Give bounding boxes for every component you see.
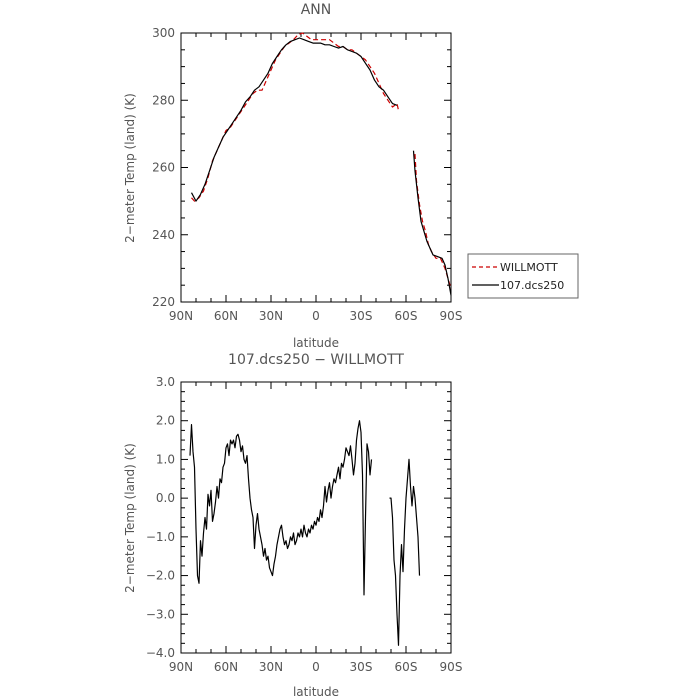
bottom-chart-y-axis-label: 2−meter Temp (land) (K) — [123, 443, 137, 593]
top-chart-y-tick-label: 260 — [152, 161, 175, 175]
top-chart-x-tick-label: 30S — [350, 309, 373, 323]
top-chart-x-axis-label: latitude — [293, 336, 339, 350]
legend-label-107-dcs250: 107.dcs250 — [500, 279, 564, 292]
top-chart-series-willmott — [191, 32, 400, 202]
bottom-chart: 107.dcs250 − WILLMOTT 2−meter Temp (land… — [123, 352, 462, 699]
bottom-plot-area: 90N 60N 30N 0 30S 60S 90S −4.0 −3.0 −2.0 −1.0 0.0 1.… — [146, 375, 463, 674]
bottom-chart-y-tick-label: −1.0 — [146, 530, 175, 544]
top-chart-series-107-dcs250 — [190, 37, 398, 202]
bottom-chart-x-axis-label: latitude — [293, 685, 339, 699]
top-chart-frame — [180, 32, 452, 303]
top-chart-x-tick-label: 90S — [440, 309, 463, 323]
bottom-chart-x-tick-label: 90N — [169, 660, 193, 674]
bottom-chart-y-tick-label: 2.0 — [156, 414, 175, 428]
top-chart-x-tick-label: 30N — [259, 309, 283, 323]
bottom-chart-x-tick-label: 60N — [214, 660, 238, 674]
bottom-chart-y-tick-label: −3.0 — [146, 607, 175, 621]
bottom-chart-y-tick-label: −4.0 — [146, 646, 175, 660]
legend-box — [467, 253, 579, 299]
bottom-chart-x-tick-label: 60S — [395, 660, 418, 674]
bottom-chart-y-tick-label: 3.0 — [156, 375, 175, 389]
top-chart-y-tick-label: 300 — [152, 26, 175, 40]
bottom-chart-y-tick-label: 1.0 — [156, 452, 175, 466]
legend: WILLMOTT 107.dcs250 — [467, 253, 579, 299]
bottom-chart-title: 107.dcs250 − WILLMOTT — [228, 352, 404, 368]
bottom-chart-series-difference — [189, 420, 373, 596]
top-chart-x-tick-label: 90N — [169, 309, 193, 323]
bottom-chart-x-tick-label: 0 — [312, 660, 320, 674]
bottom-chart-x-tick-label: 30N — [259, 660, 283, 674]
top-chart-x-tick-label: 0 — [312, 309, 320, 323]
top-chart-y-tick-label: 280 — [152, 93, 175, 107]
top-chart-series-willmott — [414, 153, 452, 289]
top-chart-x-tick-label: 60S — [395, 309, 418, 323]
bottom-chart-series-difference — [389, 458, 421, 646]
top-chart: ANN 2−meter Temp (land) (K) latitude 90N… — [123, 2, 462, 350]
top-chart-series-107-dcs250 — [412, 150, 452, 296]
top-chart-title: ANN — [301, 2, 332, 18]
bottom-chart-frame — [180, 381, 452, 654]
top-chart-y-tick-label: 240 — [152, 228, 175, 242]
bottom-chart-y-tick-label: −2.0 — [146, 569, 175, 583]
bottom-chart-x-tick-label: 30S — [350, 660, 373, 674]
top-chart-x-tick-label: 60N — [214, 309, 238, 323]
bottom-chart-y-tick-label: 0.0 — [156, 491, 175, 505]
top-chart-y-tick-label: 220 — [152, 295, 175, 309]
legend-label-willmott: WILLMOTT — [500, 261, 558, 274]
bottom-chart-x-tick-label: 90S — [440, 660, 463, 674]
top-plot-area: 90N 60N 30N 0 30S 60S 90S 220 240 260 280 300 — [152, 26, 462, 323]
top-chart-y-axis-label: 2−meter Temp (land) (K) — [123, 93, 137, 243]
